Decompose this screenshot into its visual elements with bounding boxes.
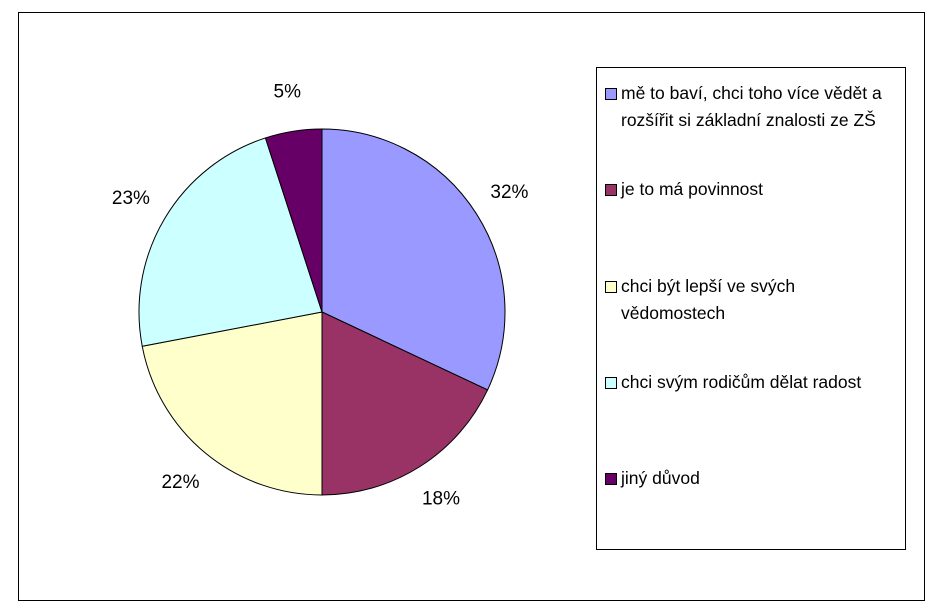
legend-label: chci svým rodičům dělat radost — [621, 372, 862, 392]
legend-label: je to má povinnost — [621, 179, 764, 199]
legend-entry: chci být lepší ve svých vědomostech — [605, 273, 895, 327]
legend-swatch — [605, 281, 617, 293]
legend-entry: jiný důvod — [605, 465, 895, 492]
legend: mě to baví, chci toho více vědět a rozší… — [596, 67, 906, 550]
legend-entry: mě to baví, chci toho více vědět a rozší… — [605, 80, 895, 134]
data-label: 18% — [422, 488, 460, 509]
pie-slice — [138, 137, 323, 347]
data-label: 23% — [112, 188, 150, 209]
pie-slice — [321, 311, 489, 496]
pie-slice — [264, 128, 323, 313]
legend-swatch — [605, 184, 617, 196]
legend-swatch — [605, 473, 617, 485]
data-label: 22% — [161, 472, 199, 493]
pie-slice — [321, 128, 506, 391]
data-label: 5% — [274, 82, 302, 103]
legend-entry: je to má povinnost — [605, 176, 895, 203]
data-label: 32% — [490, 182, 528, 203]
pie-slice — [141, 311, 323, 496]
legend-entry: chci svým rodičům dělat radost — [605, 369, 895, 396]
legend-label: chci být lepší ve svých vědomostech — [621, 276, 796, 323]
legend-swatch — [605, 88, 617, 100]
legend-label: mě to baví, chci toho více vědět a rozší… — [621, 83, 882, 130]
legend-label: jiný důvod — [621, 468, 700, 488]
legend-swatch — [605, 377, 617, 389]
